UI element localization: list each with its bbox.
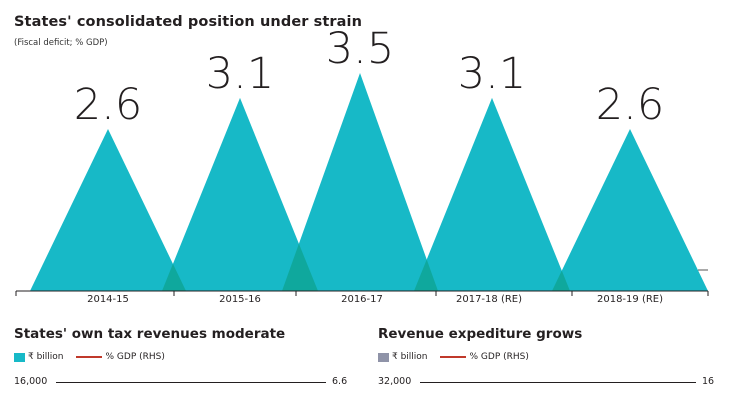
x-tick-label: 2017-18 (RE) (456, 294, 522, 305)
x-tick-label: 2018-19 (RE) (597, 294, 663, 305)
legend-line-label: % GDP (RHS) (469, 352, 529, 362)
panel-right-title: Revenue expediture grows (378, 326, 583, 342)
panel-right-legend: ₹ billion % GDP (RHS) (378, 352, 529, 362)
panel-right-y-right-top: 16 (702, 376, 715, 387)
bar-swatch-icon (14, 352, 25, 362)
panel-left-title: States' own tax revenues moderate (14, 326, 286, 342)
triangle-mark (552, 129, 708, 291)
overlap-mark (552, 270, 570, 291)
x-tick-label: 2016-17 (341, 294, 383, 305)
value-label: 3.1 (206, 49, 274, 99)
legend-bar-label: ₹ billion (392, 352, 428, 362)
line-swatch-icon (75, 356, 102, 358)
line-swatch-icon (439, 356, 466, 358)
legend-bar-label: ₹ billion (28, 352, 64, 362)
overlap-mark (414, 259, 438, 291)
overlap-mark (282, 243, 318, 291)
value-label: 2.6 (74, 80, 142, 130)
chart-title: States' consolidated position under stra… (14, 14, 363, 30)
value-label: 3.5 (326, 24, 394, 74)
triangle-mark (282, 73, 438, 291)
x-tick-label: 2014-15 (87, 294, 129, 305)
panel-left-y-left-top: 16,000 (14, 376, 48, 387)
x-tick-label: 2015-16 (219, 294, 261, 305)
triangle-mark (162, 97, 318, 292)
overlap-mark (162, 263, 186, 291)
triangle-mark (414, 97, 570, 292)
panel-left-gridline (56, 382, 326, 383)
chart-subtitle: (Fiscal deficit; % GDP) (14, 38, 108, 48)
bar-swatch-icon (378, 352, 389, 362)
value-label: 3.1 (458, 49, 526, 99)
value-label: 2.6 (596, 80, 664, 130)
panel-left-legend: ₹ billion % GDP (RHS) (14, 352, 165, 362)
legend-line-label: % GDP (RHS) (105, 352, 165, 362)
panel-right-y-left-top: 32,000 (378, 376, 412, 387)
triangle-mark (30, 129, 186, 291)
panel-left-y-right-top: 6.6 (332, 376, 348, 387)
panel-right-gridline (420, 382, 696, 383)
fiscal-deficit-chart: 2.6 3.1 3.5 3.1 2.6 2014-15 2015-16 2016-17 201… (15, 24, 709, 305)
